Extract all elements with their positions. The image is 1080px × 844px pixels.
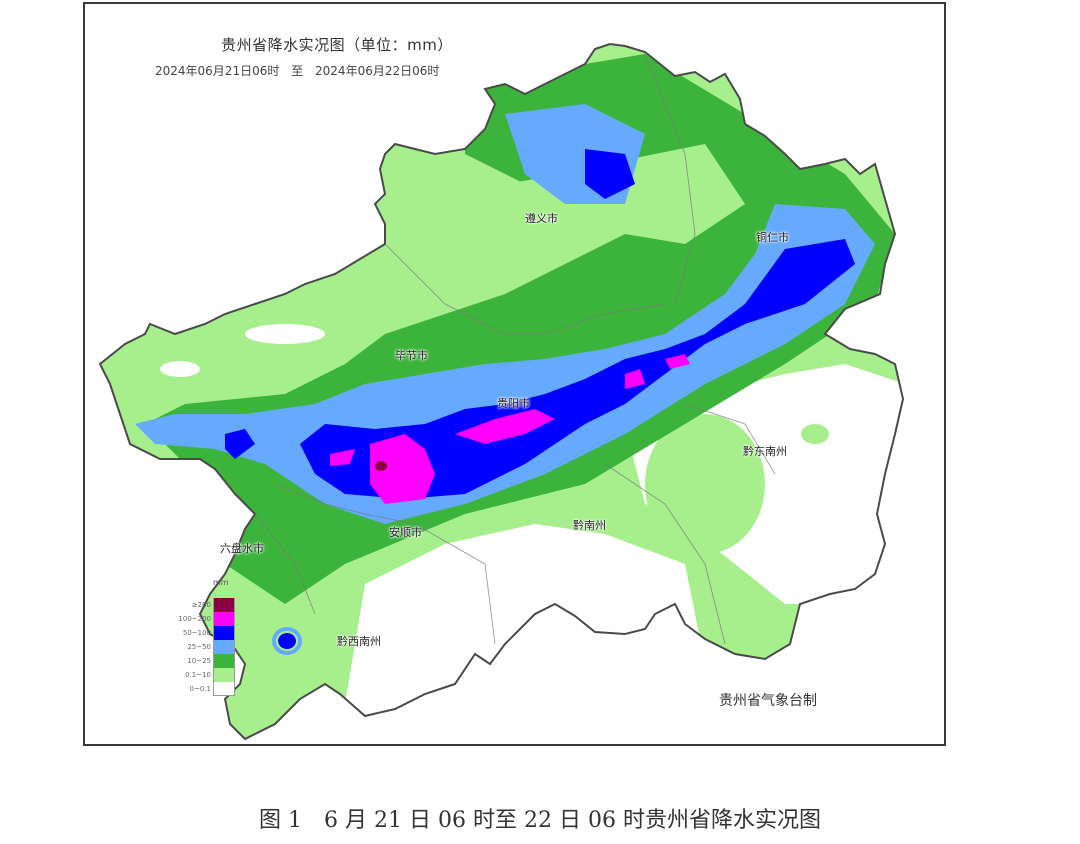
- city-label-anshun: 安顺市: [389, 526, 422, 539]
- city-label-qianxinan: 黔西南州: [337, 635, 381, 648]
- precipitation-map: [99, 43, 904, 740]
- date-separator: 至: [291, 64, 304, 78]
- date-end: 2024年06月22日06时: [315, 64, 440, 78]
- city-label-tongren: 铜仁市: [756, 231, 789, 244]
- legend-item: ≥200: [131, 598, 241, 612]
- legend-swatch: [213, 682, 235, 696]
- city-label-guiyang: 贵阳市: [497, 397, 530, 410]
- legend-item: 0.1~10: [131, 668, 241, 682]
- legend-swatch: [213, 598, 235, 612]
- city-label-zunyi: 遵义市: [525, 212, 558, 225]
- legend-swatch: [213, 612, 235, 626]
- map-frame: 贵州省降水实况图（单位：mm） 2024年06月21日06时 至 2024年06…: [83, 2, 946, 746]
- legend-item: 0~0.1: [131, 682, 241, 696]
- date-start: 2024年06月21日06时: [155, 64, 280, 78]
- legend-unit: mm: [213, 578, 229, 587]
- legend-swatch: [213, 626, 235, 640]
- city-label-qiannan: 黔南州: [573, 519, 606, 532]
- legend-item: 50~100: [131, 626, 241, 640]
- legend-swatch: [213, 640, 235, 654]
- legend-item: 10~25: [131, 654, 241, 668]
- city-label-qiandongnan: 黔东南州: [743, 445, 787, 458]
- legend-item: 100~200: [131, 612, 241, 626]
- city-label-liupanshui: 六盘水市: [220, 542, 264, 555]
- legend-item: 25~50: [131, 640, 241, 654]
- map-title: 贵州省降水实况图（单位：mm）: [221, 36, 453, 54]
- city-label-bijie: 毕节市: [395, 349, 428, 362]
- legend-swatch: [213, 654, 235, 668]
- map-date-range: 2024年06月21日06时 至 2024年06月22日06时: [155, 62, 447, 79]
- map-credit: 贵州省气象台制: [719, 693, 817, 709]
- figure-caption: 图 1 6 月 21 日 06 时至 22 日 06 时贵州省降水实况图: [259, 808, 821, 833]
- legend-swatch: [213, 668, 235, 682]
